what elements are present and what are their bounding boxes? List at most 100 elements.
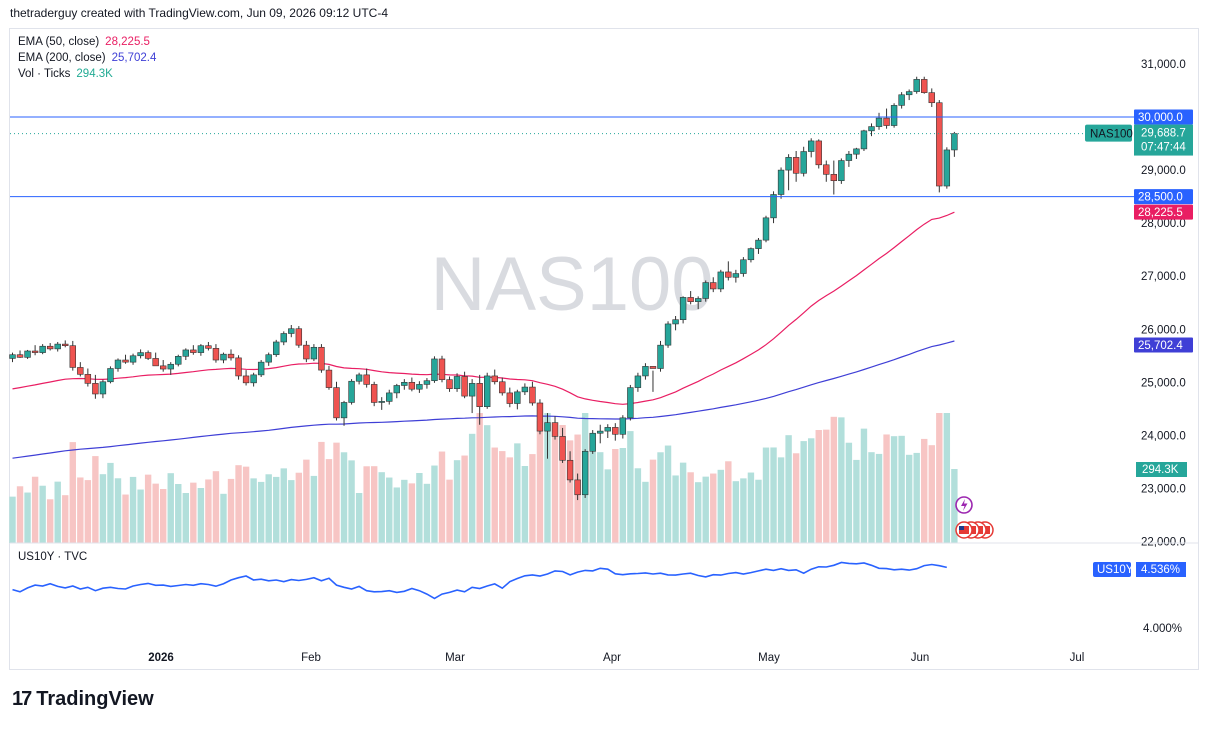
candle-body [604,427,611,432]
volume-bar [24,492,31,543]
volume-bar [514,443,521,543]
legend-ema200[interactable]: EMA (200, close) 25,702.4 [18,50,156,66]
chart-header: thetraderguy created with TradingView.co… [10,6,388,20]
volume-bar [288,480,295,543]
volume-bar [333,442,340,543]
candle-body [506,392,514,404]
candle-body [9,354,16,359]
volume-bar [905,454,913,543]
price-tick: 27,000.0 [1141,271,1186,283]
candle-body [890,105,898,126]
volume-bar [717,469,724,543]
candle-body [446,379,453,389]
candle-body [235,357,242,377]
candle-body [566,459,574,481]
candle-body [883,117,890,126]
candle-body [431,358,438,382]
candle-body [574,479,581,496]
volume-bar [762,447,770,543]
candle-body [921,79,928,93]
volume-bar [898,435,905,543]
us10y-pane: 4.000% [10,542,1198,635]
candle-body [265,354,272,363]
last-price-bg [1134,124,1193,156]
candle-body [634,375,642,388]
candle-body [144,352,152,359]
volume-bar [747,472,755,543]
volume-bar [732,481,740,543]
legend-volume-label: Vol · Ticks [18,68,71,80]
price-tick: 24,000.0 [1141,430,1186,442]
volume-bar [792,453,800,543]
candle-body [99,381,107,395]
volume-bar [544,413,551,543]
tradingview-logo[interactable]: 17 TradingView [12,688,154,711]
legend-volume[interactable]: Vol · Ticks 294.3K [18,66,156,82]
candle-body [46,345,54,350]
volume-bar [129,476,137,543]
volume-bar [890,436,898,543]
candle-body [288,328,295,334]
volume-label-bg [1136,462,1187,477]
candle-body [612,427,619,435]
price-tick: 29,000.0 [1141,165,1186,177]
volume-bar [710,473,717,543]
candle-body [363,374,370,385]
volume-bar [250,478,257,543]
candle-body [672,319,679,325]
candle-body [529,386,536,404]
volume-bar [928,445,935,543]
candle-body [928,92,935,104]
volume-bar [845,442,853,543]
candle-body [823,164,830,175]
candle-body [325,369,333,388]
candle-body [295,328,303,346]
volume-bar [122,494,129,543]
candle-body [627,387,634,419]
volume-bar [649,459,657,543]
volume-bar [144,474,152,543]
candle-body [551,422,559,437]
candle-body [755,239,762,249]
volume-bar [242,466,250,543]
volume-bar [280,468,287,543]
volume-bar [551,436,559,543]
candle-body [77,367,84,375]
price-tick: 23,000.0 [1141,483,1186,495]
legend-ema50[interactable]: EMA (50, close) 28,225.5 [18,34,156,50]
candle-body [84,374,92,384]
volume-bar [687,472,694,543]
candle-body [54,343,61,350]
candle-body [137,352,144,357]
candle-body [129,355,137,363]
volume-bar [92,456,99,543]
candle-body [370,384,378,403]
volume-bar [114,478,122,543]
candle-body [393,385,400,394]
candle-body [770,194,777,219]
volume-bar [370,466,378,543]
time-tick: May [758,652,780,664]
volume-bar [619,448,627,543]
volume-bar [770,447,777,543]
candle-body [212,348,220,361]
legend-ema200-label: EMA (200, close) [18,52,106,64]
candle-body [762,217,770,241]
candle-body [649,366,657,369]
candle-body [31,350,39,353]
candle-body [905,91,913,96]
volume-bar [808,438,815,543]
volume-bar [777,457,785,543]
tradingview-logo-icon: 17 [12,688,32,710]
us10y-legend[interactable]: US10Y · TVC [18,551,88,563]
volume-bar [235,465,242,543]
candle-body [333,387,340,419]
candle-body [777,169,785,195]
volume-bar [506,457,514,543]
symbol-tag: NAS100 [1090,129,1133,141]
volume-bar [702,476,709,543]
candle-body [197,345,205,353]
candle-body [242,375,250,384]
indicator-legend[interactable]: EMA (50, close) 28,225.5 EMA (200, close)… [18,34,156,82]
